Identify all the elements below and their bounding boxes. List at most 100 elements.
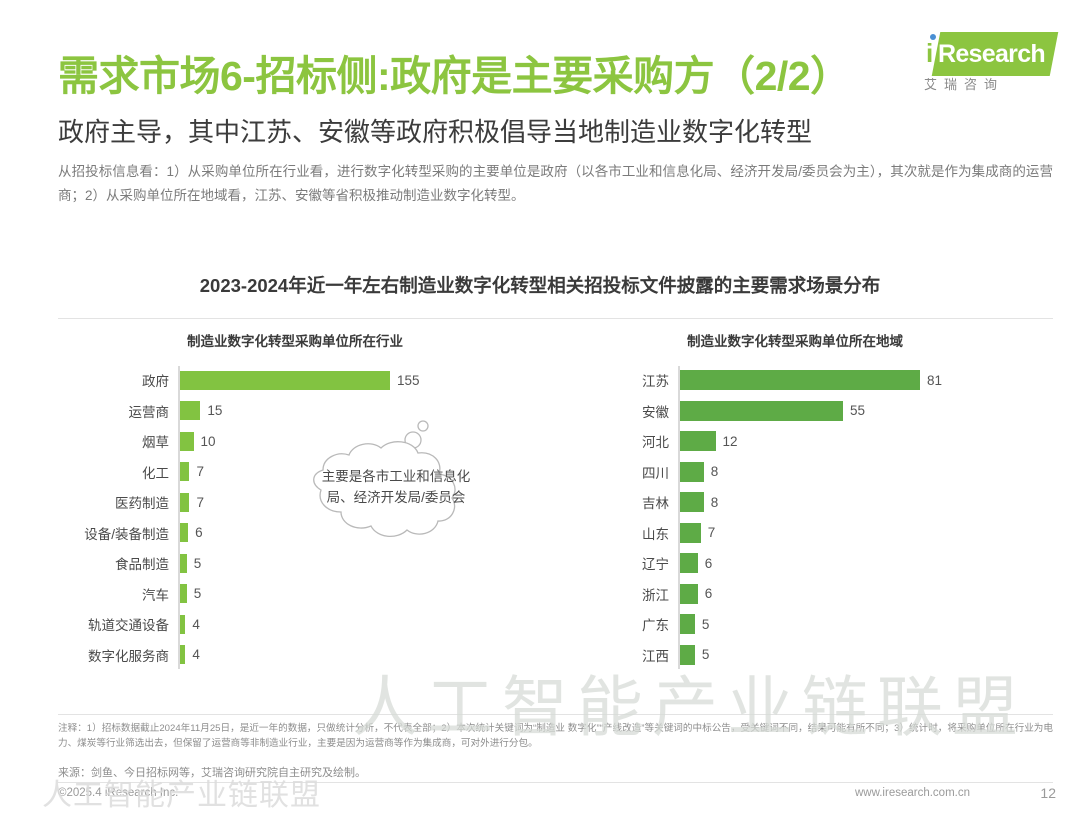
chart-industry-bars: 政府 155 运营商 15 烟草 10 化工 7 医药制造 7 设备/装备制造 6 食品制造 5 汽车 5 轨道… [60,366,530,669]
bar-value-label: 55 [849,403,865,418]
footer-url: www.iresearch.com.cn [854,787,970,799]
bar-category-label: 安徽 [642,404,669,420]
bar-fill [680,370,920,390]
bar-track: 4 [178,614,530,634]
page-title: 需求市场6-招标侧:政府是主要采购方（2/2） [58,53,851,99]
bar-value-label: 15 [207,403,223,418]
bar-category-label: 食品制造 [115,557,169,572]
bar-row: 医药制造 7 [60,488,530,516]
bar-row: 化工 7 [60,458,530,486]
bar-category-label: 江苏 [642,374,669,389]
copyright-text: ©2025.4 iResearch Inc. [58,787,179,799]
bar-row: 江西 5 [560,641,1030,669]
bar-value-label: 6 [704,555,713,571]
bar-fill [680,553,698,573]
bar-category-label: 运营商 [128,404,170,420]
bar-row: 河北 12 [560,427,1030,455]
bar-row: 广东 5 [560,610,1030,638]
bar-category-label: 数字化服务商 [88,648,169,664]
bar-row: 山东 7 [560,519,1030,547]
bar-value-label: 12 [722,433,738,449]
bar-value-label: 5 [701,647,710,662]
bar-category-label: 广东 [642,618,669,633]
bar-row: 安徽 55 [560,397,1030,425]
panel-divider-bottom [58,714,1053,715]
bar-track: 15 [178,401,530,420]
bar-row: 四川 8 [560,458,1030,486]
bar-fill [680,492,704,512]
bar-category-label: 政府 [142,374,169,389]
footer-divider [58,782,1053,783]
chart-industry: 制造业数字化转型采购单位所在行业 政府 155 运营商 15 烟草 10 化工 7 医药制造 7 设… [60,330,530,671]
bar-row: 烟草 10 [60,427,530,455]
bar-track: 10 [178,431,530,451]
bar-category-label: 医药制造 [115,496,169,511]
bar-track: 5 [678,644,1030,665]
bar-track: 6 [678,553,1030,573]
bar-value-label: 6 [195,525,203,540]
bar-track: 6 [178,523,530,542]
bar-value-label: 8 [710,494,719,510]
chart-axis-line [178,366,180,669]
chart-industry-subtitle: 制造业数字化转型采购单位所在行业 [187,334,403,349]
bar-fill [680,461,704,482]
chart-axis-line [678,366,680,669]
bar-value-label: 8 [710,464,719,479]
bar-row: 设备/装备制造 6 [60,519,530,547]
bar-fill [680,431,716,451]
bar-category-label: 河北 [642,435,669,450]
bar-track: 4 [178,645,530,664]
bar-row: 运营商 15 [60,397,530,425]
bar-track: 12 [678,431,1030,451]
bar-category-label: 化工 [142,465,169,481]
bar-fill [180,645,186,664]
bar-row: 数字化服务商 4 [60,641,530,669]
bar-row: 吉林 8 [560,488,1030,516]
bar-category-label: 设备/装备制造 [84,526,169,542]
bar-category-label: 辽宁 [642,557,669,572]
bar-value-label: 7 [196,464,204,479]
bar-track: 5 [178,584,530,603]
bar-value-label: 155 [397,372,420,388]
bar-fill [180,370,390,390]
bar-category-label: 轨道交通设备 [88,618,169,633]
logo-chinese-name: 艾瑞咨询 [924,77,1005,92]
bar-category-label: 江西 [642,648,669,664]
bar-row: 江苏 81 [560,366,1030,394]
bar-track: 8 [678,492,1030,512]
body-paragraph: 从招投标信息看：1）从采购单位所在行业看，进行数字化转型采购的主要单位是政府（以… [58,164,1053,203]
bar-value-label: 81 [927,372,943,388]
logo-letter-i: i [926,38,934,68]
bar-fill [680,614,695,634]
bar-value-label: 4 [192,647,200,662]
bar-track: 55 [678,400,1030,421]
bar-row: 汽车 5 [60,580,530,608]
logo-i-dot-icon [930,34,936,40]
bar-value-label: 6 [704,586,713,601]
bar-value-label: 7 [196,494,204,510]
bar-row: 政府 155 [60,366,530,394]
bar-row: 食品制造 5 [60,549,530,577]
footnotes: 注释：1）招标数据截止2024年11月25日，是近一年的数据，只做统计分析，不代… [58,723,1053,749]
bar-category-label: 山东 [642,526,669,542]
bar-fill [680,644,695,665]
bar-fill [180,584,187,603]
bar-fill [180,553,187,573]
bar-value-label: 7 [707,525,716,540]
bar-row: 辽宁 6 [560,549,1030,577]
panel-divider-top [58,318,1053,319]
bar-category-label: 汽车 [142,587,169,603]
bar-fill [680,522,701,543]
bar-fill [180,492,190,512]
bar-category-label: 烟草 [142,435,169,450]
chart-region-bars: 江苏 81 安徽 55 河北 12 四川 8 吉林 8 山东 7 辽宁 6 浙江 6 广东 5 江西 5 [560,366,1030,669]
chart-region-subtitle: 制造业数字化转型采购单位所在地域 [687,334,903,349]
bar-value-label: 5 [193,586,202,601]
bar-row: 轨道交通设备 4 [60,610,530,638]
bar-track: 7 [178,492,530,512]
bar-track: 7 [678,522,1030,543]
source-line: 来源：剑鱼、今日招标网等，艾瑞咨询研究院自主研究及绘制。 [58,767,366,779]
bar-track: 8 [678,461,1030,482]
bar-fill [180,401,201,420]
